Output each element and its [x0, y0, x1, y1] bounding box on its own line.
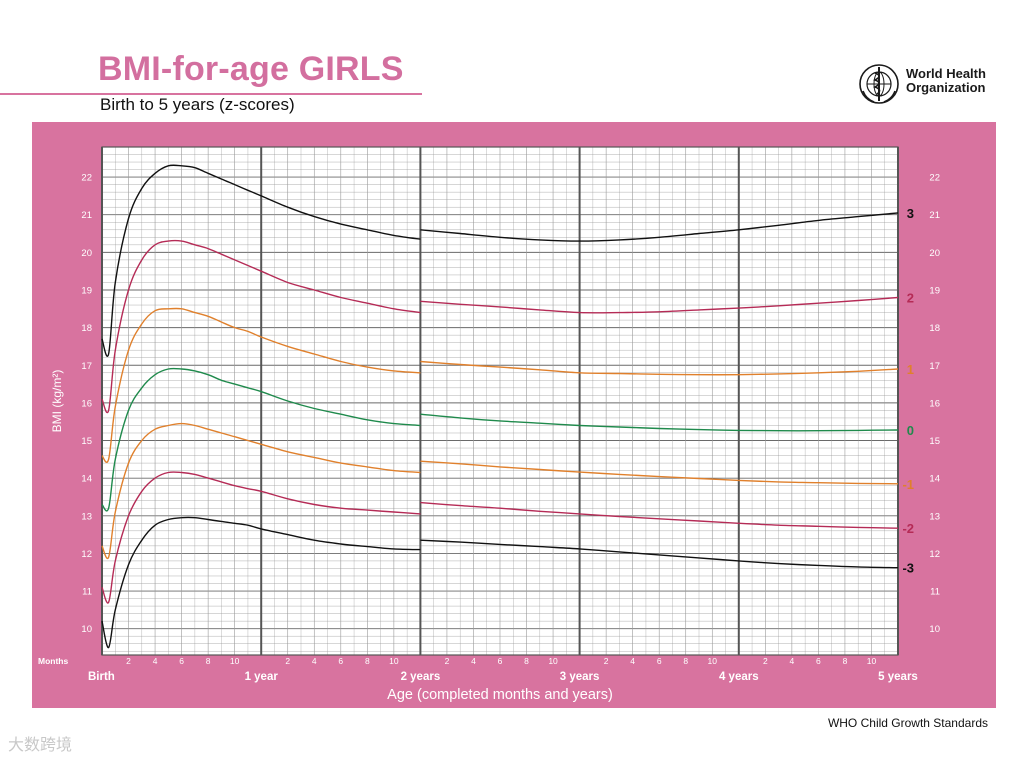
y-tick-label: 21 [81, 210, 92, 221]
series-label-z1: 1 [907, 362, 914, 377]
month-tick-label: 6 [338, 656, 343, 666]
who-name: World Health Organization [906, 67, 986, 95]
month-tick-label: 6 [179, 656, 184, 666]
month-tick-label: 8 [206, 656, 211, 666]
y-tick-label: 15 [81, 436, 92, 447]
footer-text: WHO Child Growth Standards [827, 716, 988, 730]
series-line-z-3 [420, 539, 899, 569]
month-tick-label: 6 [498, 656, 503, 666]
who-name-line2: Organization [906, 80, 986, 95]
y-tick-label-right: 18 [929, 323, 940, 334]
month-tick-label: 10 [389, 656, 399, 666]
month-tick-label: 10 [708, 656, 718, 666]
series-line-z2 [420, 296, 899, 314]
series-label-z-3: -3 [902, 561, 914, 576]
series-line-z-3 [101, 516, 421, 649]
y-tick-label-right: 10 [929, 624, 940, 635]
month-tick-label: 2 [763, 656, 768, 666]
month-tick-label: 8 [843, 656, 848, 666]
who-name-line1: World Health [906, 66, 986, 81]
year-label: 5 years [878, 671, 918, 683]
series-line-z-2 [420, 501, 899, 529]
series-label-z0: 0 [907, 423, 914, 438]
series-label-z2: 2 [907, 291, 914, 306]
y-tick-label-right: 19 [929, 285, 940, 296]
y-tick-label-right: 14 [929, 474, 940, 485]
y-tick-label: 17 [81, 361, 92, 372]
y-tick-label: 20 [81, 248, 92, 259]
y-tick-label-right: 17 [929, 361, 940, 372]
chart-series [101, 164, 899, 649]
month-tick-label: 8 [683, 656, 688, 666]
y-tick-label-right: 13 [929, 511, 940, 522]
x-axis-label: Age (completed months and years) [387, 687, 613, 703]
month-tick-label: 10 [230, 656, 240, 666]
year-label: 4 years [719, 671, 759, 683]
y-tick-label: 22 [81, 173, 92, 184]
year-label: 3 years [560, 671, 600, 683]
series-line-z3 [420, 212, 899, 242]
y-tick-label-right: 12 [929, 549, 940, 560]
month-tick-label: 10 [548, 656, 558, 666]
y-tick-label-right: 21 [929, 210, 940, 221]
series-line-z3 [101, 164, 421, 357]
y-tick-label: 14 [81, 474, 92, 485]
year-label: Birth [88, 671, 115, 683]
y-axis-label: BMI (kg/m²) [50, 370, 64, 433]
month-tick-label: 8 [365, 656, 370, 666]
who-logo: World Health Organization [858, 63, 998, 104]
y-tick-label: 16 [81, 398, 92, 409]
y-tick-label-right: 22 [929, 173, 940, 184]
page-title: BMI-for-age GIRLS [98, 50, 404, 88]
month-tick-label: 6 [657, 656, 662, 666]
month-tick-label: 2 [445, 656, 450, 666]
title-divider [0, 93, 422, 95]
y-tick-label-right: 15 [929, 436, 940, 447]
series-line-z0 [420, 413, 899, 432]
month-tick-label: 4 [153, 656, 158, 666]
series-label-z3: 3 [907, 206, 914, 221]
page-subtitle: Birth to 5 years (z-scores) [100, 95, 295, 114]
month-tick-label: 6 [816, 656, 821, 666]
series-label-z-2: -2 [902, 521, 914, 536]
series-line-z-1 [101, 422, 421, 560]
y-tick-label: 10 [81, 624, 92, 635]
y-tick-label: 13 [81, 511, 92, 522]
year-label: 1 year [245, 671, 279, 683]
y-tick-label-right: 20 [929, 248, 940, 259]
series-line-z-1 [420, 460, 899, 485]
y-tick-label-right: 16 [929, 398, 940, 409]
series-line-z-2 [101, 471, 421, 604]
series-label-z-1: -1 [902, 477, 914, 492]
month-tick-label: 4 [630, 656, 635, 666]
y-tick-label: 12 [81, 549, 92, 560]
month-tick-label: 4 [471, 656, 476, 666]
month-tick-label: 2 [604, 656, 609, 666]
chart-grid [101, 146, 899, 656]
month-tick-label: 4 [789, 656, 794, 666]
series-line-z2 [101, 239, 421, 414]
month-tick-label: 2 [285, 656, 290, 666]
y-tick-label: 19 [81, 285, 92, 296]
y-tick-label-right: 11 [930, 587, 940, 598]
y-tick-label: 11 [82, 587, 92, 598]
month-tick-label: 10 [867, 656, 877, 666]
month-tick-label: 4 [312, 656, 317, 666]
chart-labels: 3 2 1 0 -1 -2 -3 [902, 206, 914, 576]
month-tick-label: 2 [126, 656, 131, 666]
months-label: Months [38, 656, 68, 666]
y-tick-label: 18 [81, 323, 92, 334]
watermark-text: 大数跨境 [8, 737, 73, 754]
series-line-z0 [101, 367, 421, 512]
series-line-z1 [101, 307, 421, 463]
who-emblem-icon [859, 64, 899, 104]
series-line-z1 [420, 360, 899, 376]
month-tick-label: 8 [524, 656, 529, 666]
year-label: 2 years [401, 671, 441, 683]
